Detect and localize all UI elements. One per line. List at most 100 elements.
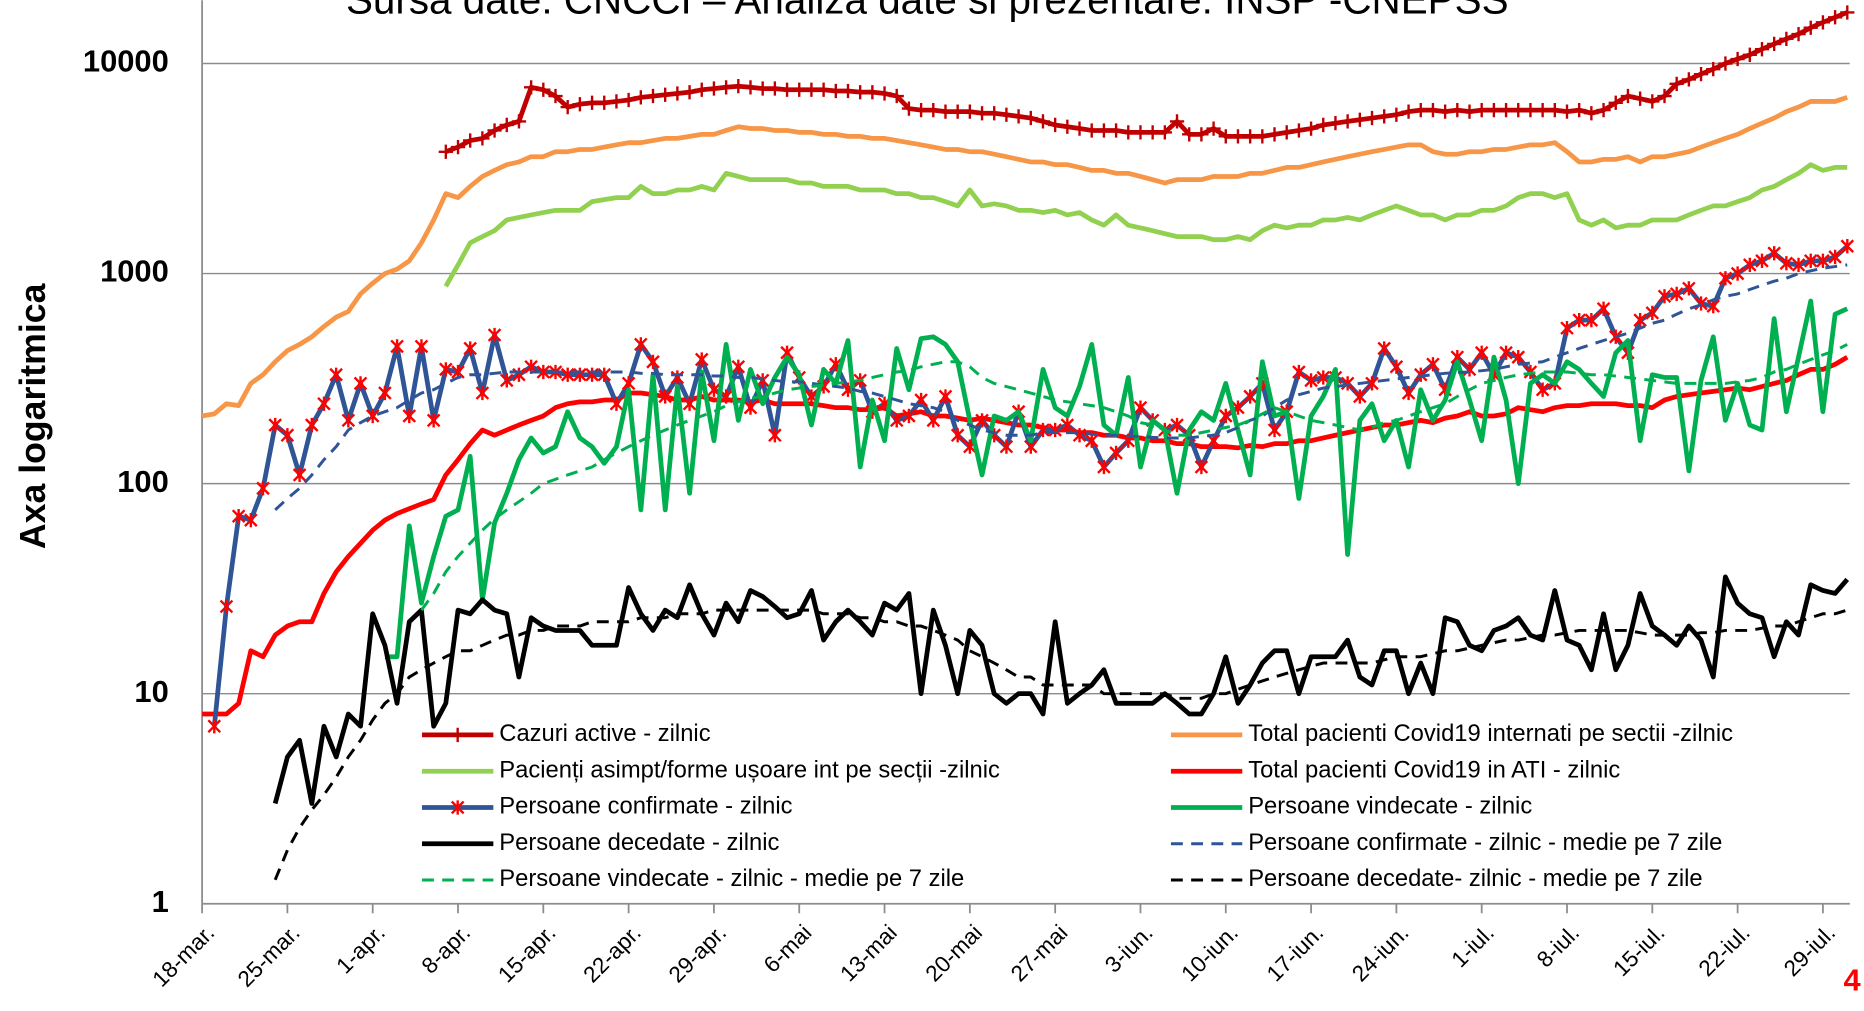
- marker: [1133, 400, 1148, 415]
- marker: [1230, 129, 1246, 144]
- y-tick-label: 1000: [100, 254, 169, 289]
- marker: [999, 439, 1014, 454]
- marker: [950, 428, 965, 443]
- series-line: [420, 343, 1848, 611]
- marker: [1742, 47, 1757, 62]
- marker: [1815, 15, 1831, 30]
- marker: [390, 339, 404, 354]
- marker: [1279, 125, 1294, 140]
- x-tick-label: 10-iun.: [1177, 920, 1244, 987]
- marker: [658, 87, 673, 102]
- marker: [1754, 42, 1770, 57]
- marker: [1108, 123, 1124, 138]
- marker: [1353, 389, 1367, 404]
- marker: [999, 107, 1014, 122]
- marker: [804, 82, 819, 97]
- marker: [865, 85, 880, 100]
- x-tick-label: 6-mai: [759, 920, 817, 978]
- marker: [1669, 76, 1684, 91]
- marker: [1559, 104, 1575, 119]
- marker: [706, 81, 722, 96]
- marker: [1779, 31, 1794, 47]
- marker: [609, 396, 624, 411]
- x-tick-label: 22-iul.: [1694, 920, 1755, 981]
- x-tick-label: 13-mai: [835, 920, 901, 986]
- marker: [694, 82, 709, 97]
- marker: [1462, 362, 1477, 377]
- marker: [256, 481, 270, 496]
- marker: [1328, 116, 1343, 131]
- x-tick-label: 27-mai: [1006, 920, 1072, 986]
- marker: [670, 370, 685, 385]
- x-tick-label: 15-apr.: [493, 920, 560, 987]
- y-tick-label: 10: [134, 674, 168, 709]
- marker: [1633, 313, 1647, 328]
- marker: [439, 362, 453, 377]
- y-tick-label: 1: [152, 884, 169, 919]
- x-tick-label: 17-iun.: [1262, 920, 1329, 987]
- marker: [1438, 104, 1453, 119]
- marker: [524, 80, 539, 95]
- marker: [1718, 56, 1733, 71]
- marker: [1779, 256, 1794, 271]
- legend-label: Total pacienti Covid19 internati pe sect…: [1248, 720, 1733, 747]
- marker: [1243, 389, 1257, 404]
- marker: [1657, 289, 1672, 304]
- marker: [792, 82, 807, 97]
- marker: [1840, 5, 1855, 20]
- legend-label: Persoane confirmate - zilnic - medie pe …: [1248, 829, 1722, 856]
- marker: [816, 82, 831, 97]
- marker: [902, 408, 916, 424]
- marker: [572, 97, 588, 112]
- marker: [475, 131, 490, 146]
- marker: [1596, 301, 1611, 316]
- legend-label: Total pacienti Covid19 in ATI - zilnic: [1248, 756, 1620, 783]
- marker: [244, 513, 258, 528]
- marker: [1218, 129, 1233, 144]
- marker: [1340, 114, 1355, 129]
- marker: [1791, 26, 1806, 42]
- marker: [1267, 127, 1282, 142]
- marker: [487, 327, 502, 343]
- x-tick-label: 8-apr.: [417, 920, 476, 979]
- marker: [1340, 376, 1355, 391]
- series-line: [202, 355, 1849, 717]
- marker: [646, 354, 660, 369]
- marker: [658, 389, 672, 404]
- series-line: [384, 298, 1849, 660]
- marker: [889, 413, 904, 428]
- x-tick-label: 1-apr.: [331, 920, 390, 979]
- marker: [731, 359, 746, 374]
- marker: [755, 81, 770, 96]
- marker: [1389, 107, 1404, 122]
- marker: [694, 352, 709, 367]
- marker: [584, 95, 600, 110]
- marker: [1767, 246, 1781, 261]
- marker: [1608, 95, 1623, 110]
- marker: [341, 413, 356, 428]
- x-tick-label: 15-iul.: [1608, 920, 1669, 981]
- marker: [1292, 364, 1306, 380]
- marker: [621, 92, 636, 108]
- marker: [329, 367, 343, 382]
- marker: [378, 385, 392, 401]
- marker: [1096, 123, 1112, 138]
- marker: [962, 104, 977, 119]
- x-tick-label: 24-iun.: [1347, 920, 1414, 987]
- marker: [1803, 253, 1818, 268]
- marker: [1620, 88, 1636, 104]
- legend-marker: [450, 727, 465, 743]
- marker: [511, 114, 527, 129]
- marker: [268, 417, 282, 433]
- marker: [1389, 359, 1404, 374]
- x-tick-label: 22-apr.: [579, 920, 646, 987]
- marker: [499, 373, 514, 388]
- marker: [1486, 102, 1502, 118]
- marker: [634, 337, 648, 352]
- marker: [487, 123, 502, 138]
- marker: [1304, 373, 1318, 388]
- marker: [1316, 370, 1331, 385]
- marker: [560, 99, 575, 115]
- marker: [1730, 266, 1745, 281]
